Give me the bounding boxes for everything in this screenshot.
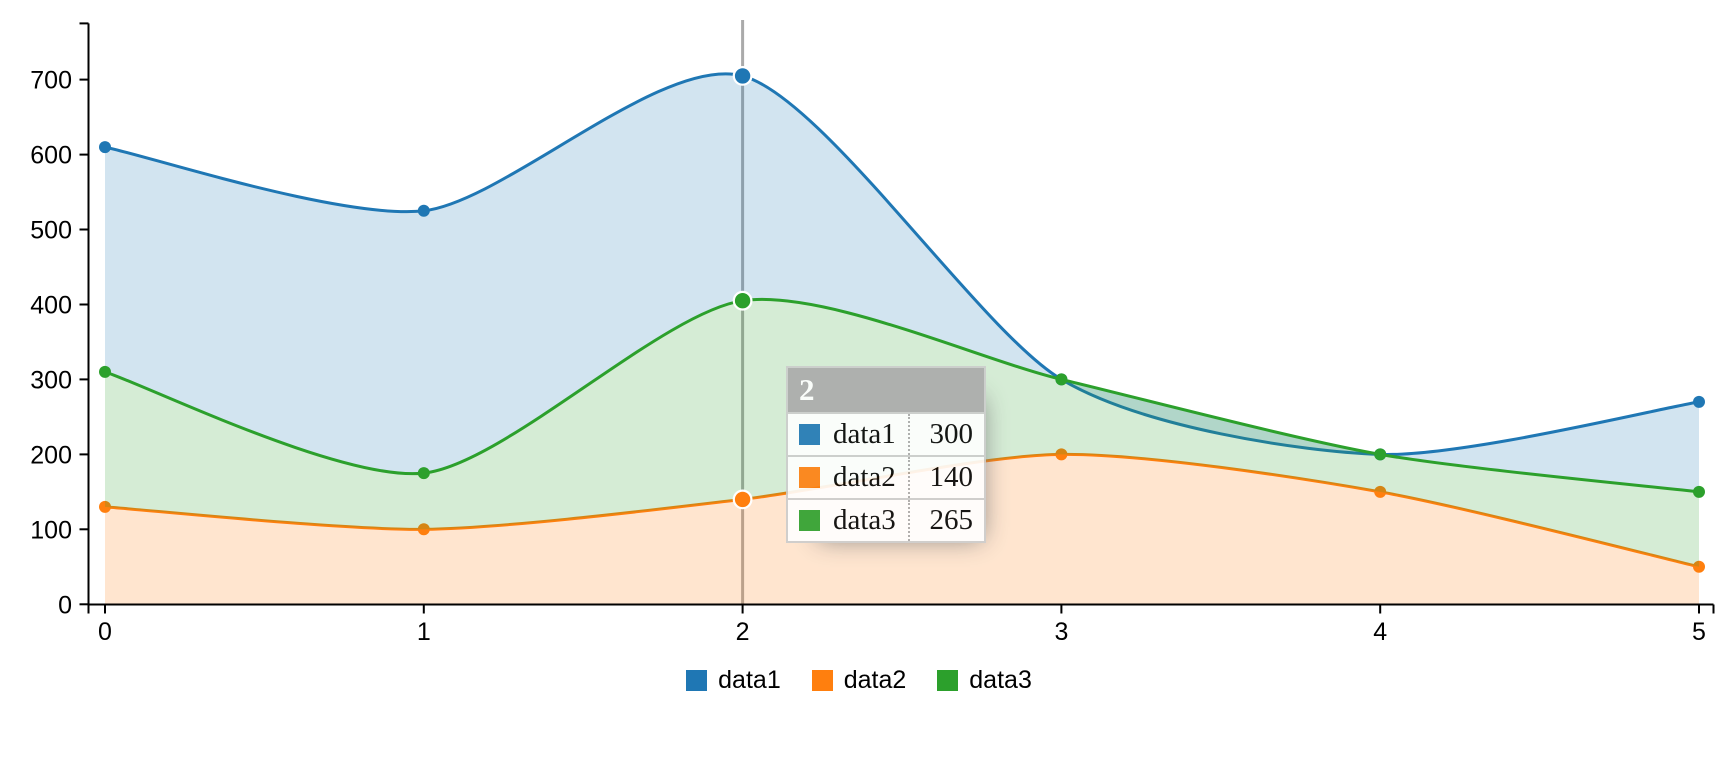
legend-item-data1[interactable]: data1 bbox=[686, 666, 781, 695]
series-color-swatch bbox=[799, 510, 820, 531]
point-data1-1[interactable] bbox=[417, 204, 430, 217]
area-data1 bbox=[105, 73, 1699, 492]
focus-point-data3 bbox=[732, 290, 753, 311]
focus-point-data2 bbox=[732, 489, 753, 510]
point-data3-3[interactable] bbox=[1055, 373, 1068, 386]
x-tick-label: 5 bbox=[1692, 618, 1706, 646]
x-tick-label: 3 bbox=[1054, 618, 1068, 646]
tooltip-row: data2 140 bbox=[787, 456, 985, 499]
point-data3-0[interactable] bbox=[99, 365, 111, 378]
legend-label-data2: data2 bbox=[843, 666, 907, 694]
x-tick-label: 1 bbox=[417, 618, 431, 646]
legend-swatch-data3 bbox=[937, 670, 959, 691]
y-tick-label: 700 bbox=[30, 67, 72, 95]
tooltip-series-value: 300 bbox=[908, 413, 985, 456]
y-tick-label: 500 bbox=[30, 217, 72, 245]
y-tick-label: 400 bbox=[30, 292, 72, 320]
point-data1-0[interactable] bbox=[99, 141, 111, 154]
point-data2-4[interactable] bbox=[1374, 485, 1387, 498]
point-data3-1[interactable] bbox=[417, 467, 430, 480]
tooltip-series-value: 140 bbox=[908, 456, 985, 499]
tooltip-name-cell: data3 bbox=[787, 499, 909, 542]
line-data1 bbox=[104, 72, 1700, 456]
tooltip-name-cell: data2 bbox=[787, 456, 909, 499]
series-color-swatch bbox=[799, 467, 820, 488]
legend: data1 data2 data3 bbox=[0, 666, 1718, 695]
tooltip-series-name: data3 bbox=[833, 504, 896, 536]
point-data2-0[interactable] bbox=[99, 500, 111, 513]
point-data3-5[interactable] bbox=[1693, 485, 1705, 498]
axes bbox=[79, 22, 1715, 614]
point-data2-1[interactable] bbox=[417, 523, 430, 536]
tooltip-row: data1 300 bbox=[787, 413, 985, 456]
legend-swatch-data1 bbox=[686, 670, 708, 691]
legend-item-data3[interactable]: data3 bbox=[937, 666, 1032, 695]
y-tick-label: 0 bbox=[58, 591, 72, 619]
legend-label-data3: data3 bbox=[969, 666, 1032, 694]
line-data3 bbox=[104, 298, 1700, 494]
tooltip-series-value: 265 bbox=[908, 499, 985, 542]
point-data2-5[interactable] bbox=[1693, 560, 1705, 573]
point-data3-4[interactable] bbox=[1374, 448, 1387, 461]
x-tick-label: 0 bbox=[98, 618, 112, 646]
tooltip-name-cell: data1 bbox=[787, 413, 909, 456]
point-data2-3[interactable] bbox=[1055, 448, 1068, 461]
legend-label-data1: data1 bbox=[718, 666, 781, 694]
point-data1-5[interactable] bbox=[1693, 395, 1705, 408]
tooltip-header-row: 2 bbox=[787, 367, 985, 413]
focus-point-data1 bbox=[732, 65, 753, 86]
y-tick-label: 600 bbox=[30, 142, 72, 170]
legend-swatch-data2 bbox=[811, 670, 833, 691]
x-tick-label: 2 bbox=[736, 618, 750, 646]
tooltip-series-name: data1 bbox=[833, 418, 896, 450]
legend-item-data2[interactable]: data2 bbox=[811, 666, 907, 695]
y-tick-label: 300 bbox=[30, 366, 72, 394]
tooltip-table: 2 data1 300 data2 140 bbox=[786, 366, 986, 543]
tooltip-series-name: data2 bbox=[833, 461, 896, 493]
y-tick-label: 200 bbox=[30, 441, 72, 469]
x-tick-label: 4 bbox=[1373, 618, 1387, 646]
y-tick-label: 100 bbox=[30, 516, 72, 544]
tooltip-title: 2 bbox=[787, 367, 985, 413]
series-color-swatch bbox=[799, 424, 820, 445]
tooltip: 2 data1 300 data2 140 bbox=[786, 366, 986, 543]
tooltip-row: data3 265 bbox=[787, 499, 985, 542]
